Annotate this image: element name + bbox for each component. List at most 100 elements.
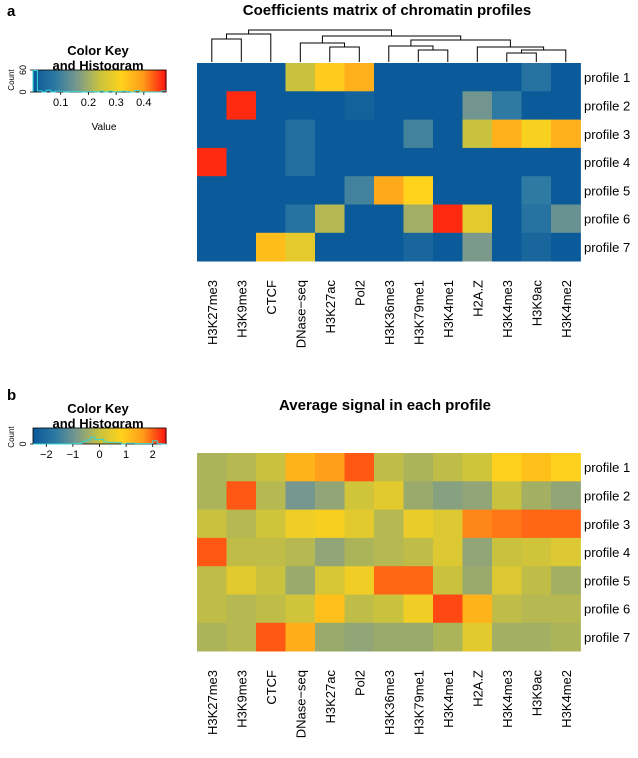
color-key-swatch-b (108, 428, 112, 444)
column-label-a: DNase−seq (293, 280, 308, 348)
heatmap-cell-b (551, 566, 581, 595)
color-key-swatch-b (141, 428, 145, 444)
heatmap-cell-a (433, 176, 463, 205)
dendrogram-branch (299, 42, 345, 62)
column-label-b: Pol2 (352, 670, 367, 696)
heatmap-cell-a (285, 176, 316, 205)
color-key-xtick-b: −1 (67, 449, 80, 461)
heatmap-cell-b (433, 537, 463, 567)
color-key-swatch-a (161, 70, 165, 92)
heatmap-cell-a (492, 63, 522, 92)
color-key-swatch-a (41, 70, 45, 92)
color-key-swatch-b (33, 428, 36, 444)
color-key-swatch-b (64, 428, 67, 444)
heatmap-cell-a (285, 119, 316, 149)
color-key-swatch-b (55, 428, 58, 444)
color-key-xtick-b: 0 (96, 449, 102, 461)
column-label-b: H3K9me3 (234, 670, 249, 728)
color-key-swatch-b (121, 428, 125, 444)
dendrogram-branch (417, 49, 449, 62)
heatmap-cell-b (492, 566, 522, 595)
heatmap-cell-a (551, 204, 581, 234)
heatmap-cell-b (521, 622, 552, 652)
color-key-swatch-b (37, 428, 41, 444)
color-key-swatch-a (126, 70, 129, 92)
color-key-swatch-b (39, 428, 43, 444)
heatmap-cell-b (433, 453, 463, 482)
color-key-swatch-b (146, 428, 149, 444)
heatmap-cell-b (197, 509, 227, 539)
color-key-swatch-a (92, 70, 96, 92)
color-key-swatch-a (97, 70, 101, 92)
color-key-swatch-b (134, 428, 138, 444)
color-key-ytick-b: 0 (18, 441, 28, 446)
color-key-swatch-b (143, 428, 147, 444)
heatmap-cell-b (374, 594, 404, 624)
color-key-swatch-b (35, 428, 39, 444)
heatmap-cell-b (521, 509, 552, 539)
heatmap-cell-a (433, 204, 463, 234)
color-key-swatch-a (52, 70, 56, 92)
color-key-swatch-a (110, 70, 114, 92)
heatmap-cell-b (226, 622, 257, 652)
heatmap-cell-a (403, 147, 434, 177)
color-key-swatch-a (112, 70, 116, 92)
color-key-histogram-b (33, 436, 166, 445)
heatmap-cell-a (374, 91, 404, 120)
color-key-ytick-a: 60 (18, 65, 28, 75)
heatmap-cell-a (433, 147, 463, 177)
heatmap-cell-a (374, 147, 404, 177)
row-label-a: profile 4 (584, 155, 630, 170)
color-key-swatch-b (95, 428, 98, 444)
heatmap-cell-b (256, 566, 286, 595)
row-label-b: profile 7 (584, 630, 630, 645)
color-key-swatch-b (130, 428, 134, 444)
color-key-swatch-b (99, 428, 103, 444)
heatmap-cell-b (551, 481, 581, 510)
column-label-a: H3K27me3 (205, 280, 220, 345)
color-key-ylabel-a: Count (7, 69, 16, 91)
heatmap-cell-b (226, 509, 257, 539)
heatmap-cell-b (462, 537, 493, 567)
color-key-swatch-a (101, 70, 105, 92)
color-key-swatch-a (108, 70, 112, 92)
heatmap-cell-b (433, 566, 463, 595)
color-key-swatch-b (137, 428, 140, 444)
heatmap-cell-b (433, 594, 463, 624)
color-key-swatch-b (92, 428, 96, 444)
color-key-swatch-b (161, 428, 165, 444)
heatmap-cell-b (285, 453, 316, 482)
color-key-swatch-a (119, 70, 123, 92)
heatmap-cell-b (462, 622, 493, 652)
color-key-swatch-b (44, 428, 47, 444)
color-key-swatch-b (159, 428, 163, 444)
heatmap-cell-b (285, 537, 316, 567)
heatmap-cell-b (344, 481, 375, 510)
heatmap-cell-a (197, 147, 227, 177)
heatmap-cell-a (433, 232, 463, 262)
color-key-swatch-b (83, 428, 87, 444)
color-key-swatch-b (57, 428, 61, 444)
color-key-ylabel-b: Count (7, 426, 16, 448)
heatmap-cell-b (403, 453, 434, 482)
color-key-swatch-a (68, 70, 72, 92)
color-key-swatch-b (86, 428, 90, 444)
heatmap-cell-b (492, 481, 522, 510)
heatmap-cell-b (433, 509, 463, 539)
color-key-swatch-a (39, 70, 43, 92)
column-label-a: H3K4me2 (559, 280, 574, 338)
heatmap-cell-b (433, 622, 463, 652)
heatmap-cell-b (226, 537, 257, 567)
heatmap-cell-b (197, 481, 227, 510)
color-key-swatch-a (132, 70, 136, 92)
heatmap-cell-b (197, 622, 227, 652)
color-key-swatch-b (112, 428, 116, 444)
color-key-swatch-a (154, 70, 158, 92)
heatmap-cell-b (551, 622, 581, 652)
heatmap-cell-b (197, 453, 227, 482)
color-key-swatch-a (134, 70, 138, 92)
color-key-swatch-a (95, 70, 98, 92)
color-key-swatch-b (101, 428, 105, 444)
color-key-swatch-b (123, 428, 127, 444)
color-key-swatch-a (115, 70, 118, 92)
